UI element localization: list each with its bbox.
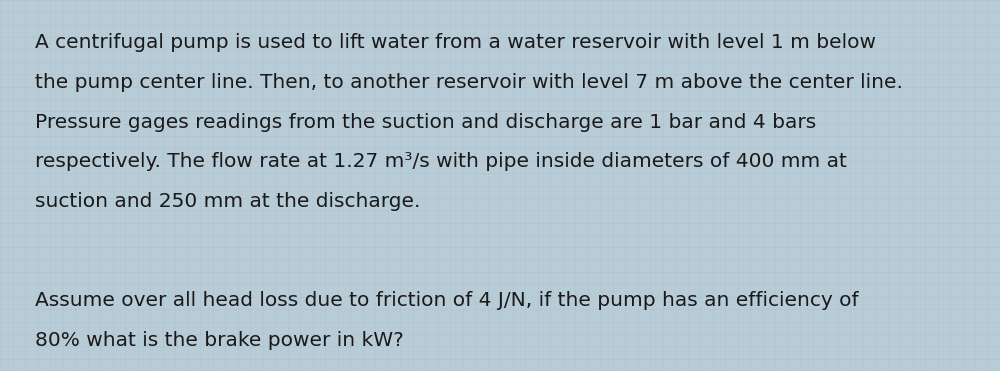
Text: suction and 250 mm at the discharge.: suction and 250 mm at the discharge. [35,192,420,211]
Text: Pressure gages readings from the suction and discharge are 1 bar and 4 bars: Pressure gages readings from the suction… [35,113,816,132]
Text: Assume over all head loss due to friction of 4 J/N, if the pump has an efficienc: Assume over all head loss due to frictio… [35,291,859,311]
Text: the pump center line. Then, to another reservoir with level 7 m above the center: the pump center line. Then, to another r… [35,73,903,92]
Text: respectively. The flow rate at 1.27 m³/s with pipe inside diameters of 400 mm at: respectively. The flow rate at 1.27 m³/s… [35,152,847,171]
Text: 80% what is the brake power in kW?: 80% what is the brake power in kW? [35,331,404,350]
Text: A centrifugal pump is used to lift water from a water reservoir with level 1 m b: A centrifugal pump is used to lift water… [35,33,876,52]
